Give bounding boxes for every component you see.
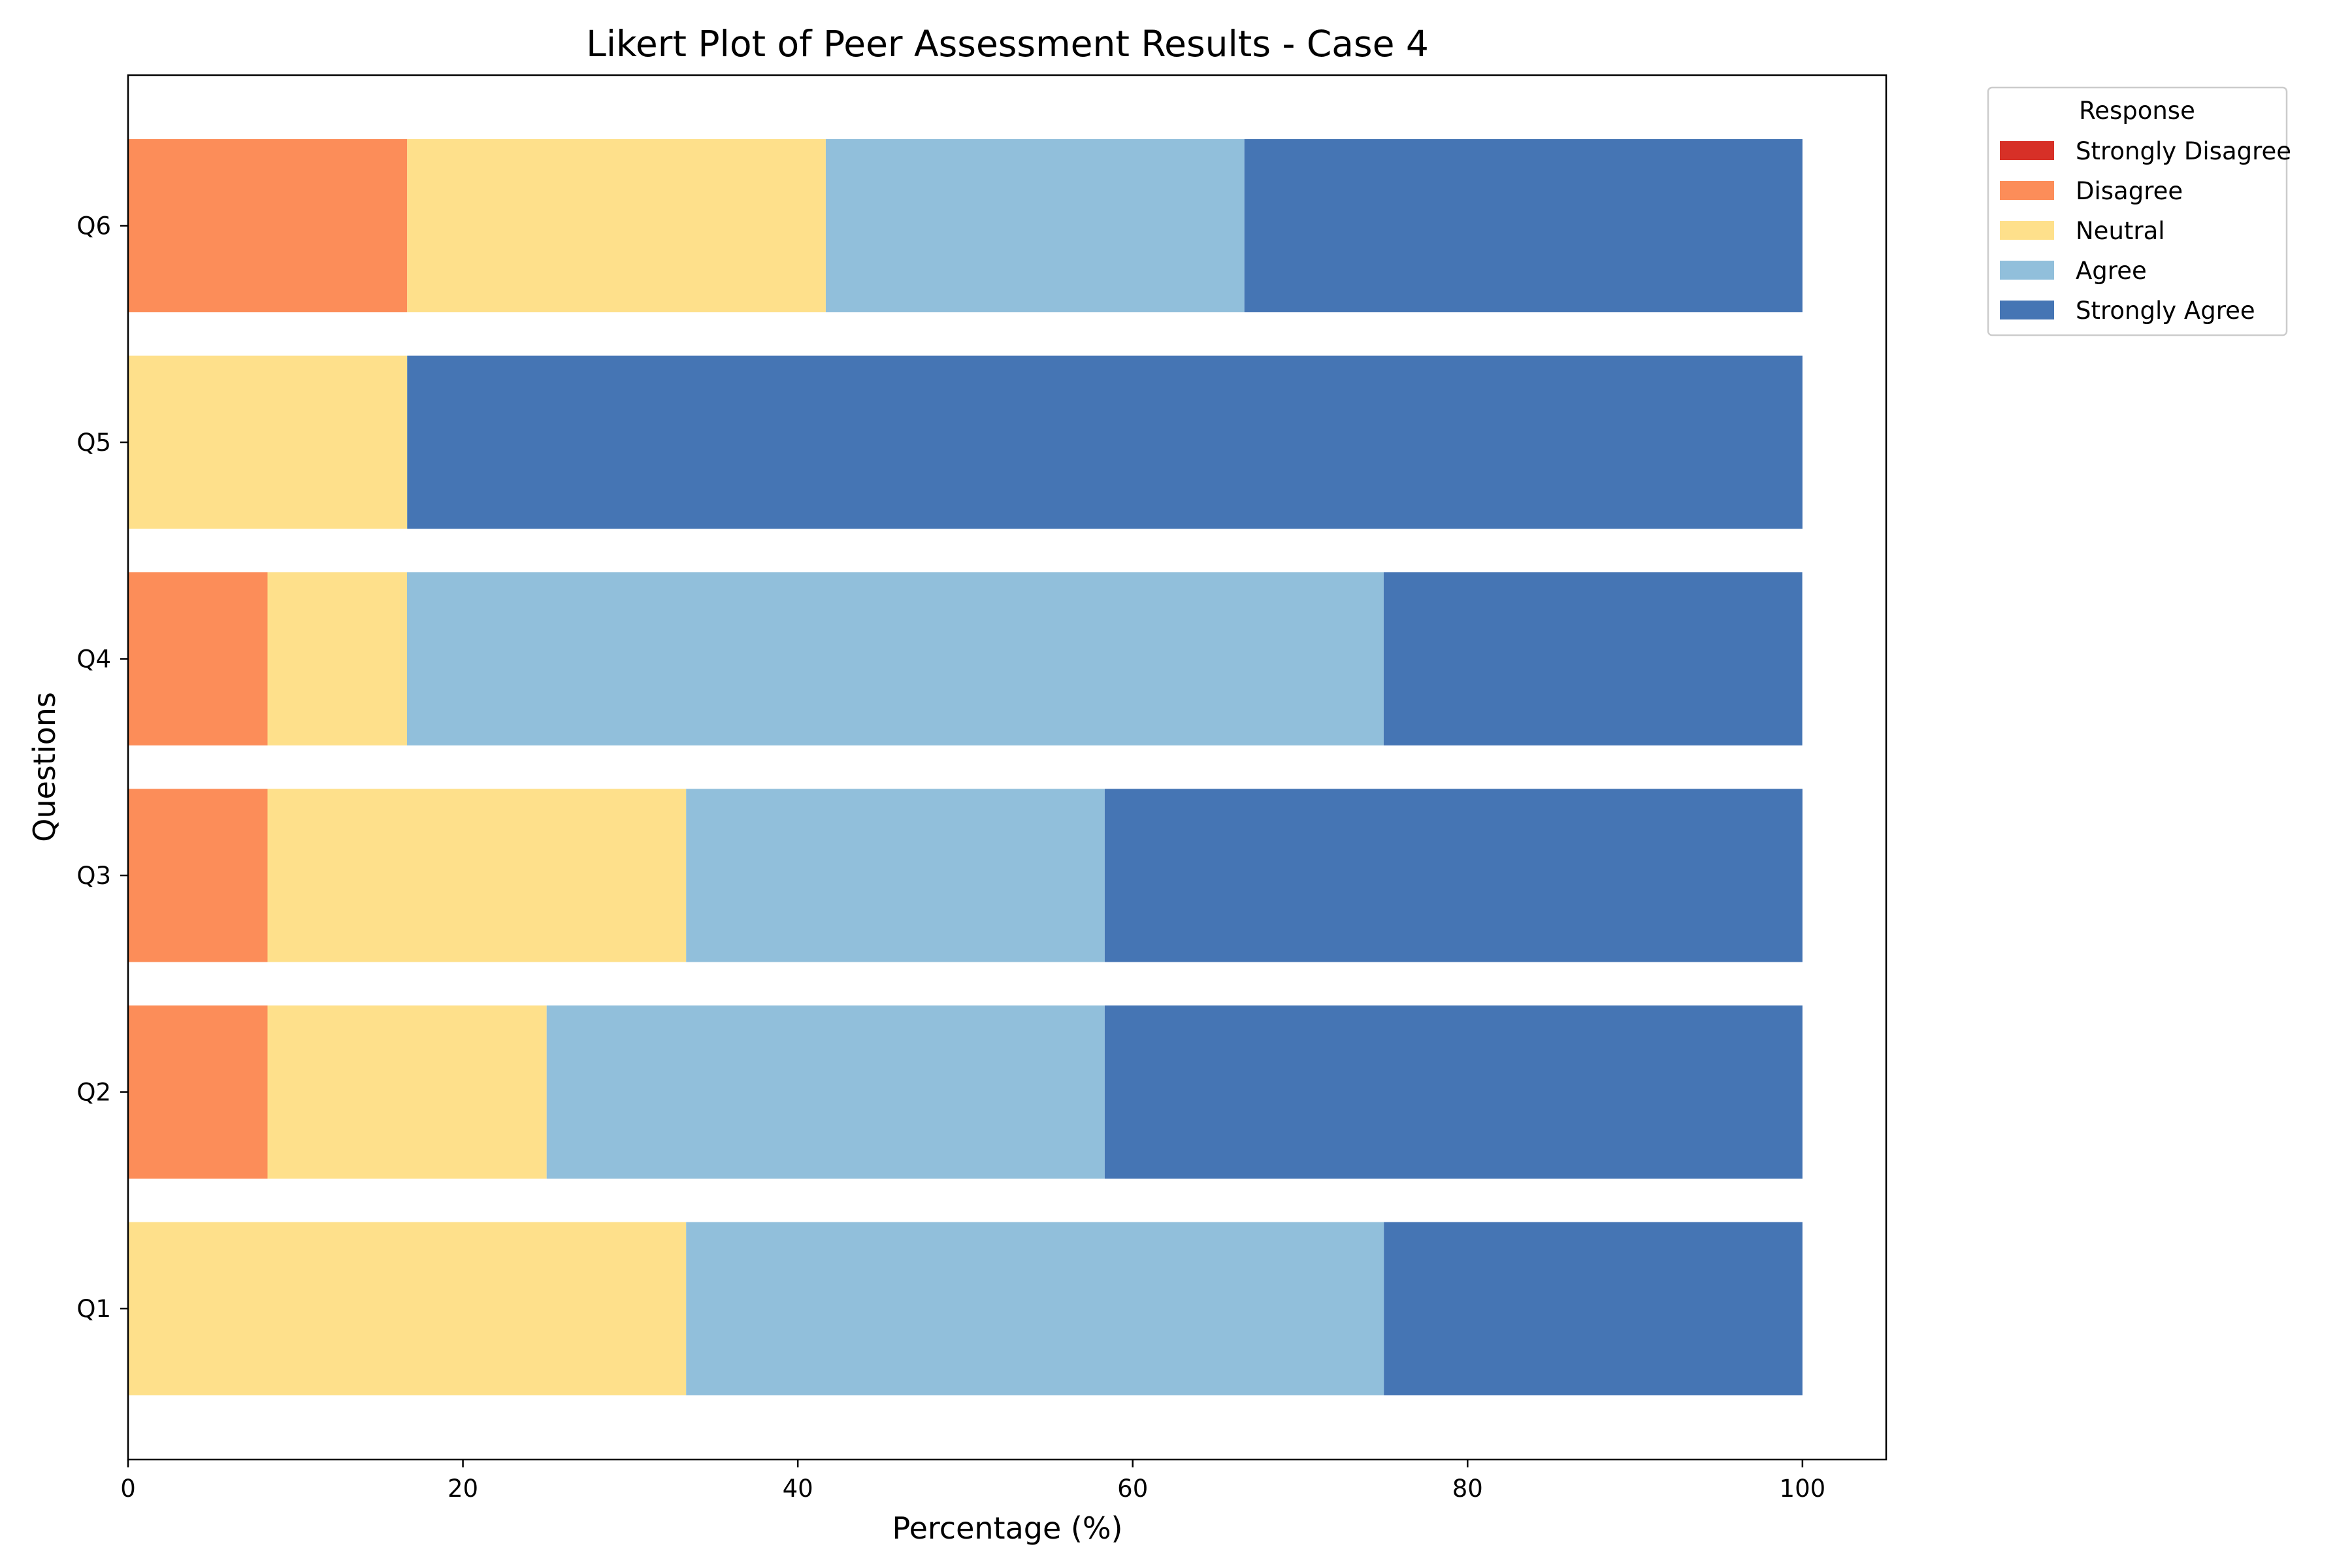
x-axis: 0 20 40 60 80 100: [120, 1460, 1825, 1503]
x-tick-label: 100: [1780, 1475, 1826, 1503]
chart-title: Likert Plot of Peer Assessment Results -…: [586, 23, 1429, 65]
y-axis: Q1 Q2 Q3 Q4 Q5 Q6: [76, 212, 128, 1323]
bar-q4-neutral: [267, 572, 407, 745]
legend: Response Strongly Disagree Disagree Neutra…: [1987, 86, 2291, 336]
legend-label: Agree: [2076, 257, 2147, 285]
legend-swatch: [2000, 221, 2054, 240]
plot-frame: [127, 74, 1887, 1461]
bar-q5-strongly-agree: [407, 355, 1803, 529]
legend-label: Neutral: [2076, 217, 2165, 245]
y-tick-label: Q2: [76, 1079, 111, 1107]
bar-q3-strongly-agree: [1104, 789, 1803, 962]
legend-label: Strongly Agree: [2076, 297, 2255, 325]
y-axis-label: Questions: [27, 692, 62, 842]
bar-q1-strongly-agree: [1384, 1222, 1803, 1396]
bar-q4-strongly-agree: [1383, 572, 1803, 745]
bar-q2-neutral: [267, 1005, 547, 1179]
bar-q2-disagree: [128, 1005, 268, 1179]
bar-q5-neutral: [128, 355, 408, 529]
y-tick-label: Q3: [76, 862, 111, 890]
x-tick-label: 80: [1452, 1475, 1483, 1503]
legend-swatch: [2000, 181, 2054, 200]
legend-box: [1987, 86, 2288, 336]
y-tick-label: Q4: [76, 645, 111, 674]
y-tick-label: Q1: [76, 1295, 111, 1323]
y-tick-label: Q5: [76, 429, 111, 457]
bar-q4-agree: [406, 572, 1384, 745]
legend-swatch: [2000, 261, 2054, 280]
x-tick-label: 40: [783, 1475, 813, 1503]
x-tick-label: 60: [1117, 1475, 1148, 1503]
legend-swatch: [2000, 141, 2054, 160]
x-tick-label: 0: [120, 1475, 136, 1503]
bar-q2-strongly-agree: [1104, 1005, 1803, 1179]
bar-q1-agree: [686, 1222, 1384, 1396]
legend-label: Disagree: [2076, 177, 2183, 205]
bar-q6-neutral: [407, 139, 826, 312]
y-tick-label: Q6: [76, 212, 111, 240]
bar-q1-neutral: [128, 1222, 687, 1396]
bar-q6-disagree: [128, 139, 408, 312]
bars-layer: [128, 139, 1803, 1396]
bar-q3-disagree: [128, 789, 268, 962]
legend-swatch: [2000, 301, 2054, 319]
x-axis-label: Percentage (%): [892, 1511, 1123, 1546]
bar-q3-neutral: [267, 789, 687, 962]
legend-label: Strongly Disagree: [2076, 137, 2291, 165]
bar-q4-disagree: [128, 572, 268, 745]
bar-q6-agree: [825, 139, 1245, 312]
x-tick-label: 20: [448, 1475, 478, 1503]
bar-q6-strongly-agree: [1244, 139, 1803, 312]
legend-title: Response: [2079, 97, 2195, 125]
legend-items: Strongly Disagree Disagree Neutral Agree Str…: [2000, 137, 2291, 325]
bar-q3-agree: [686, 789, 1105, 962]
bar-q2-agree: [546, 1005, 1105, 1179]
